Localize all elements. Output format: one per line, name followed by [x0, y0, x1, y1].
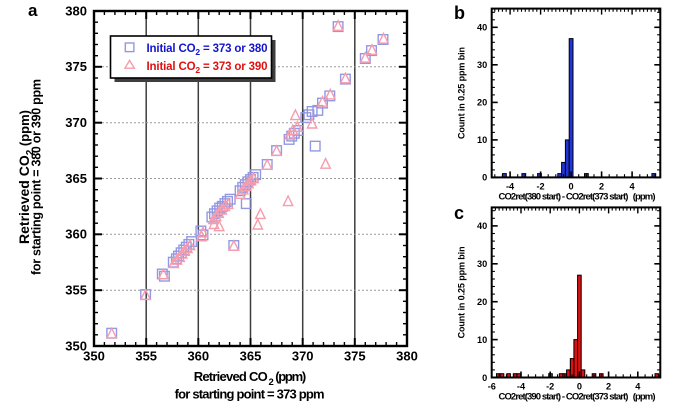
svg-text:10: 10: [477, 335, 487, 345]
svg-text:Initial CO2 = 373 or 390: Initial CO2 = 373 or 390: [147, 61, 268, 75]
svg-text:Retrieved CO: Retrieved CO: [194, 369, 268, 384]
svg-text:40: 40: [477, 221, 487, 231]
svg-text:375: 375: [65, 59, 87, 74]
svg-text:-4: -4: [517, 382, 526, 392]
svg-text:CO2ret(390 start) - CO2ret(373: CO2ret(390 start) - CO2ret(373 start) (p…: [499, 392, 656, 403]
svg-text:380: 380: [396, 349, 418, 364]
svg-text:-2: -2: [537, 182, 545, 192]
svg-text:375: 375: [344, 349, 366, 364]
svg-text:2: 2: [599, 182, 604, 192]
svg-text:-2: -2: [546, 382, 554, 392]
svg-text:365: 365: [240, 349, 262, 364]
svg-text:Initial CO2 = 373 or 380: Initial CO2 = 373 or 380: [147, 43, 268, 57]
svg-text:4: 4: [630, 182, 636, 192]
svg-text:-6: -6: [488, 382, 496, 392]
svg-text:20: 20: [477, 297, 487, 307]
svg-text:CO2ret(380 start) - CO2ret(373: CO2ret(380 start) - CO2ret(373 start) (p…: [499, 192, 656, 203]
svg-text:for starting point = 373 ppm: for starting point = 373 ppm: [175, 386, 325, 401]
svg-text:2: 2: [269, 377, 274, 388]
svg-text:370: 370: [292, 349, 314, 364]
svg-text:0: 0: [482, 373, 487, 383]
svg-text:-4: -4: [506, 182, 515, 192]
svg-text:350: 350: [65, 338, 87, 353]
svg-text:30: 30: [477, 259, 487, 269]
svg-text:40: 40: [477, 23, 487, 33]
svg-text:355: 355: [135, 349, 157, 364]
svg-text:380: 380: [65, 3, 87, 18]
svg-text:0: 0: [569, 182, 574, 192]
svg-text:360: 360: [65, 227, 87, 242]
svg-text:20: 20: [477, 98, 487, 108]
svg-text:360: 360: [187, 349, 209, 364]
svg-text:c: c: [454, 203, 464, 223]
svg-text:Count in 0.25 ppm bin: Count in 0.25 ppm bin: [457, 246, 467, 338]
svg-text:10: 10: [477, 135, 487, 145]
svg-text:2: 2: [606, 382, 611, 392]
svg-text:355: 355: [65, 283, 87, 298]
svg-text:365: 365: [65, 171, 87, 186]
svg-text:370: 370: [65, 115, 87, 130]
svg-text:4: 4: [635, 382, 641, 392]
svg-text:b: b: [454, 3, 465, 23]
svg-text:0: 0: [482, 173, 487, 183]
svg-text:Count in 0.25 ppm bin: Count in 0.25 ppm bin: [457, 47, 467, 139]
svg-text:for starting point = 380 or 39: for starting point = 380 or 390 ppm: [30, 79, 44, 275]
svg-text:Retrieved CO2 (ppm): Retrieved CO2 (ppm): [16, 110, 36, 244]
svg-text:30: 30: [477, 60, 487, 70]
svg-text:350: 350: [83, 349, 105, 364]
svg-text:a: a: [28, 1, 38, 20]
svg-text:0: 0: [577, 382, 582, 392]
svg-text:(ppm): (ppm): [275, 369, 306, 384]
